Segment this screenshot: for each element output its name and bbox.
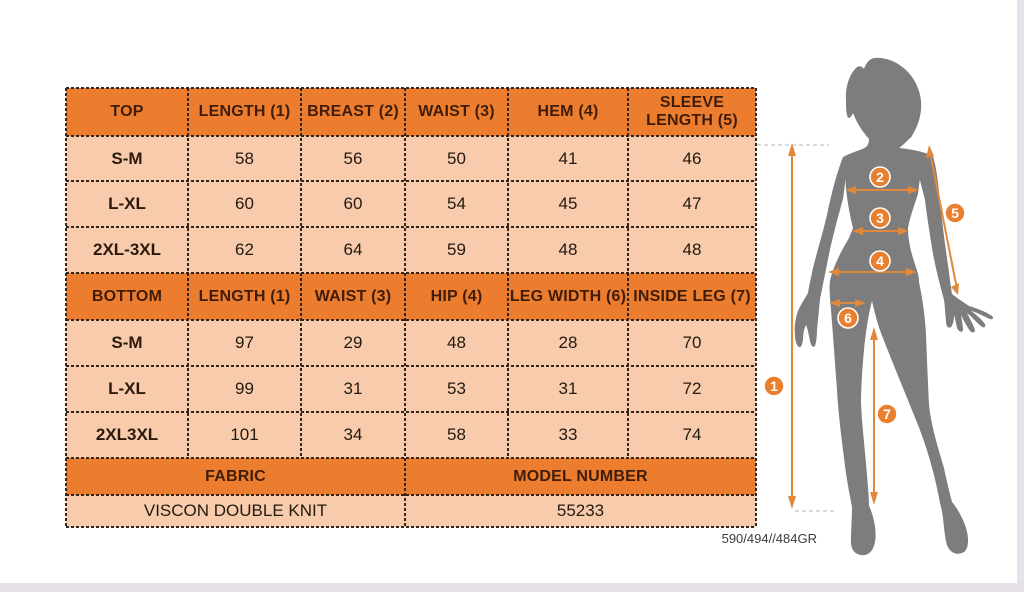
svg-text:5: 5	[951, 205, 959, 221]
svg-text:3: 3	[876, 210, 884, 226]
svg-text:2: 2	[876, 169, 884, 185]
svg-text:1: 1	[770, 378, 778, 394]
svg-text:6: 6	[844, 310, 852, 326]
svg-text:7: 7	[883, 406, 891, 422]
svg-text:4: 4	[876, 253, 884, 269]
